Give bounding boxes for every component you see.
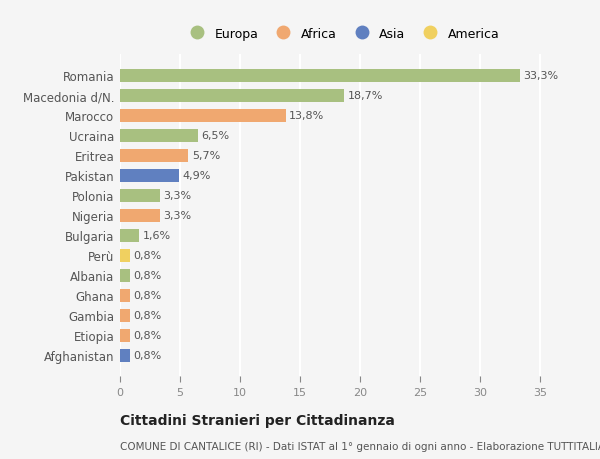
Text: 18,7%: 18,7%	[348, 91, 383, 101]
Bar	[120, 189, 160, 202]
Legend: Europa, Africa, Asia, America: Europa, Africa, Asia, America	[179, 23, 505, 46]
Bar	[120, 349, 130, 362]
Bar	[120, 110, 286, 123]
Bar	[120, 229, 139, 242]
Text: 0,8%: 0,8%	[133, 310, 161, 320]
Bar	[120, 209, 160, 222]
Text: 5,7%: 5,7%	[192, 151, 220, 161]
Text: 0,8%: 0,8%	[133, 291, 161, 301]
Bar	[120, 269, 130, 282]
Text: 0,8%: 0,8%	[133, 251, 161, 261]
Text: 0,8%: 0,8%	[133, 270, 161, 280]
Bar	[120, 90, 344, 102]
Bar	[120, 129, 198, 142]
Text: 3,3%: 3,3%	[163, 211, 191, 221]
Text: 0,8%: 0,8%	[133, 350, 161, 360]
Bar	[120, 329, 130, 342]
Bar	[120, 169, 179, 182]
Text: 33,3%: 33,3%	[523, 71, 559, 81]
Text: 3,3%: 3,3%	[163, 191, 191, 201]
Text: 0,8%: 0,8%	[133, 330, 161, 340]
Bar	[120, 309, 130, 322]
Bar	[120, 70, 520, 83]
Bar	[120, 289, 130, 302]
Bar	[120, 150, 188, 162]
Text: Cittadini Stranieri per Cittadinanza: Cittadini Stranieri per Cittadinanza	[120, 413, 395, 427]
Text: 13,8%: 13,8%	[289, 111, 325, 121]
Text: 1,6%: 1,6%	[143, 231, 171, 241]
Bar	[120, 249, 130, 262]
Text: 6,5%: 6,5%	[202, 131, 230, 141]
Text: 4,9%: 4,9%	[182, 171, 211, 181]
Text: COMUNE DI CANTALICE (RI) - Dati ISTAT al 1° gennaio di ogni anno - Elaborazione : COMUNE DI CANTALICE (RI) - Dati ISTAT al…	[120, 441, 600, 451]
